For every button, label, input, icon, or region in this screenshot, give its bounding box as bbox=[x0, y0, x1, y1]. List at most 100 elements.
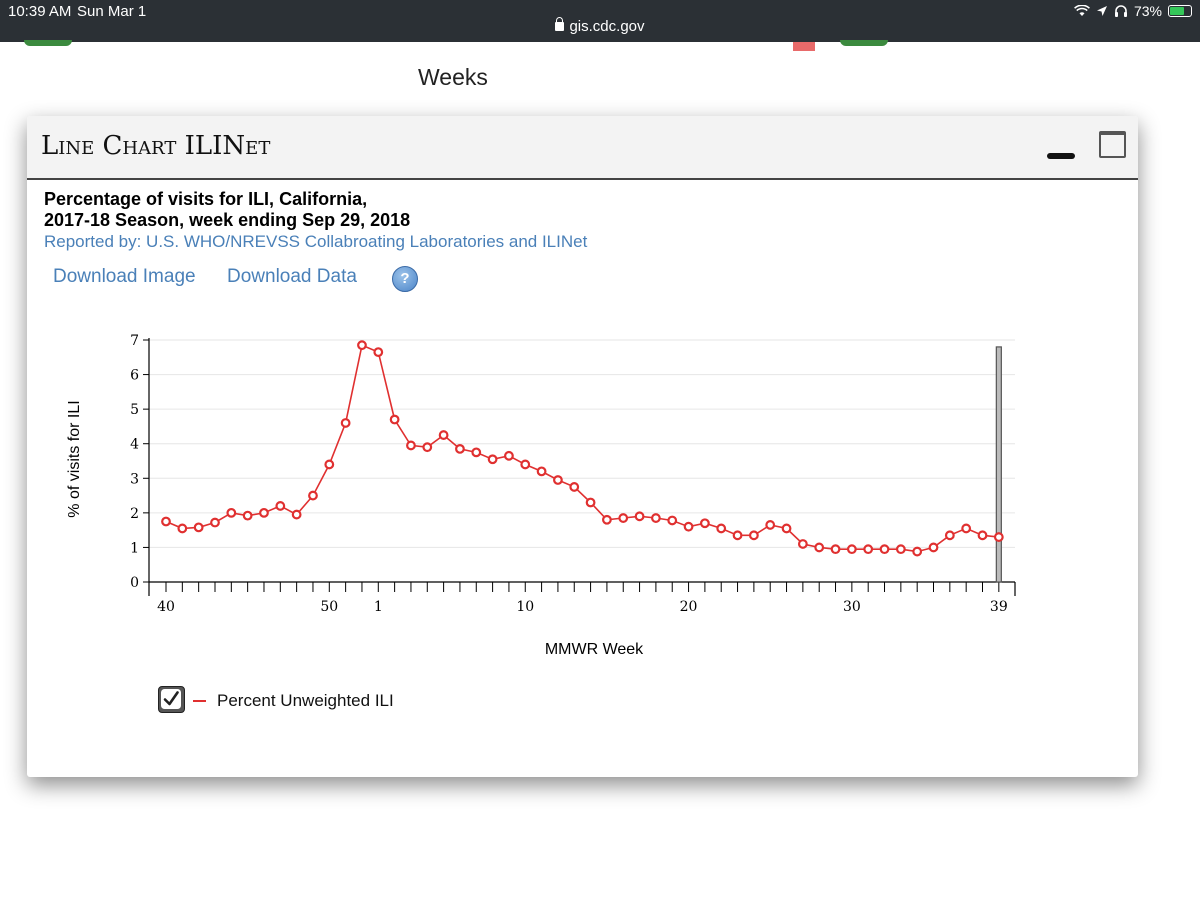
legend-checkbox[interactable] bbox=[158, 686, 185, 713]
data-point bbox=[291, 509, 302, 520]
data-point bbox=[569, 482, 580, 492]
data-point bbox=[585, 497, 596, 508]
y-tick-label: 6 bbox=[130, 368, 139, 384]
data-point bbox=[161, 516, 171, 527]
data-point bbox=[814, 542, 825, 553]
location-arrow-icon bbox=[1096, 6, 1107, 16]
background-marker bbox=[793, 42, 815, 51]
data-point bbox=[487, 454, 498, 465]
checkmark-icon bbox=[161, 689, 181, 709]
background-button-left bbox=[24, 40, 72, 46]
data-point bbox=[536, 466, 547, 477]
data-point bbox=[683, 521, 694, 532]
data-point bbox=[748, 530, 759, 541]
wifi-icon bbox=[1074, 5, 1090, 16]
x-tick-label: 1 bbox=[374, 599, 383, 615]
minimize-button[interactable] bbox=[1047, 150, 1075, 160]
y-tick-label: 3 bbox=[130, 471, 139, 487]
x-axis-title: MMWR Week bbox=[545, 641, 644, 658]
data-point bbox=[308, 490, 318, 501]
data-point bbox=[438, 430, 449, 440]
data-point bbox=[765, 520, 776, 530]
data-point bbox=[895, 544, 906, 555]
data-point bbox=[699, 518, 710, 529]
y-tick-label: 5 bbox=[130, 402, 139, 418]
data-point bbox=[242, 510, 253, 521]
url-text: gis.cdc.gov bbox=[569, 18, 645, 35]
chart-title: Percentage of visits for ILI, California… bbox=[44, 189, 410, 231]
data-point bbox=[504, 450, 514, 461]
status-bar: 10:39 AM Sun Mar 1 gis.cdc.gov 73% bbox=[0, 0, 1200, 42]
x-tick-label: 30 bbox=[843, 599, 861, 615]
data-point bbox=[193, 522, 204, 533]
x-tick-label: 39 bbox=[990, 599, 1008, 615]
chart-title-line-1: Percentage of visits for ILI, California… bbox=[44, 189, 368, 209]
data-point bbox=[373, 347, 384, 358]
data-point bbox=[928, 542, 939, 553]
x-tick-label: 40 bbox=[157, 599, 175, 615]
y-tick-label: 0 bbox=[130, 575, 139, 591]
x-tick-label: 50 bbox=[320, 599, 338, 615]
data-point bbox=[797, 539, 808, 549]
maximize-button[interactable] bbox=[1099, 131, 1126, 158]
background-weeks-label: Weeks bbox=[418, 64, 488, 90]
headphones-icon bbox=[1114, 5, 1127, 17]
series-line bbox=[165, 344, 999, 553]
y-tick-label: 7 bbox=[130, 333, 139, 349]
line-chart-panel: Line Chart ILINet Percentage of visits f… bbox=[27, 116, 1138, 777]
y-tick-label: 4 bbox=[130, 437, 139, 453]
data-point bbox=[226, 507, 237, 518]
data-point bbox=[275, 501, 286, 511]
battery-icon bbox=[1168, 5, 1192, 17]
line-chart: 0 1 2 3 4 5 6 7 40 50 1 10 20 30 39 MMWR Week % of visit… bbox=[66, 333, 1016, 658]
status-date: Sun Mar 1 bbox=[77, 3, 147, 20]
data-point bbox=[357, 340, 367, 351]
lock-icon bbox=[555, 17, 565, 31]
data-point bbox=[455, 444, 465, 454]
data-point bbox=[912, 546, 923, 557]
data-point bbox=[177, 523, 188, 534]
data-point bbox=[340, 418, 351, 428]
data-point bbox=[210, 517, 220, 528]
panel-title: Line Chart ILINet bbox=[41, 131, 271, 161]
panel-header: Line Chart ILINet bbox=[27, 116, 1138, 180]
data-point bbox=[651, 513, 661, 523]
data-point bbox=[830, 544, 841, 555]
data-point bbox=[520, 459, 531, 470]
download-image-link[interactable]: Download Image bbox=[53, 266, 196, 287]
data-point bbox=[471, 447, 482, 458]
x-tick-label: 10 bbox=[516, 599, 534, 615]
battery-percent: 73% bbox=[1133, 3, 1162, 19]
chart-title-line-2: 2017-18 Season, week ending Sep 29, 2018 bbox=[44, 210, 411, 230]
address-bar[interactable]: gis.cdc.gov bbox=[0, 17, 1200, 35]
data-point bbox=[553, 475, 563, 485]
data-point bbox=[324, 459, 335, 470]
x-tick-label: 20 bbox=[680, 599, 698, 615]
current-week-marker bbox=[995, 346, 1002, 583]
minimize-icon bbox=[1047, 153, 1075, 159]
data-point bbox=[716, 523, 727, 534]
data-point bbox=[259, 507, 269, 518]
legend-swatch bbox=[193, 700, 206, 702]
data-point bbox=[618, 513, 629, 523]
data-point bbox=[863, 544, 874, 555]
background-button-right bbox=[840, 40, 888, 46]
data-point bbox=[634, 511, 645, 522]
y-tick-label: 1 bbox=[130, 540, 139, 556]
data-point bbox=[879, 544, 890, 555]
data-point bbox=[977, 530, 988, 541]
data-point bbox=[993, 532, 1004, 542]
battery-fill bbox=[1170, 7, 1184, 15]
data-point bbox=[422, 442, 433, 453]
y-axis-title: % of visits for ILI bbox=[66, 400, 83, 517]
download-data-link[interactable]: Download Data bbox=[227, 266, 357, 287]
data-point bbox=[781, 523, 792, 534]
data-point bbox=[846, 544, 857, 555]
legend-label: Percent Unweighted ILI bbox=[217, 691, 394, 710]
data-point bbox=[406, 440, 416, 451]
data-point bbox=[389, 414, 400, 425]
help-button[interactable]: ? bbox=[392, 266, 418, 292]
status-time: 10:39 AM bbox=[8, 3, 72, 20]
chart-subtitle: Reported by: U.S. WHO/NREVSS Collabroati… bbox=[44, 232, 588, 251]
data-point bbox=[602, 514, 612, 525]
